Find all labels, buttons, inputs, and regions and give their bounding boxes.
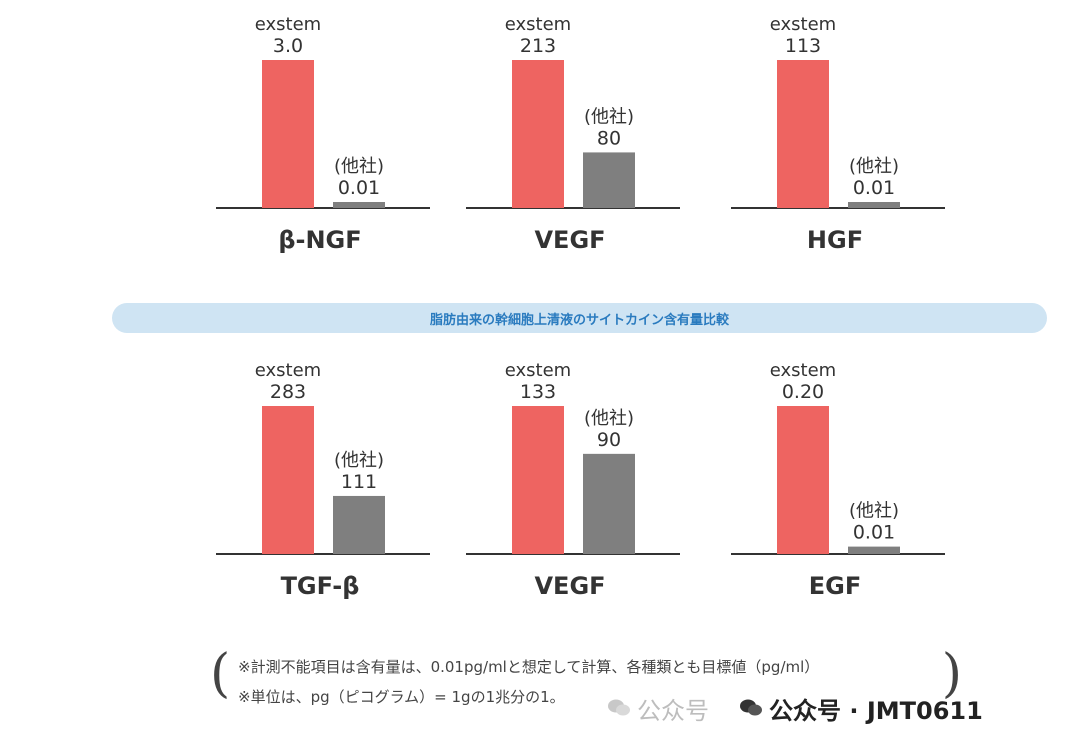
chart-panel-2: exstem 113 (他社) 0.01 HGF bbox=[705, 0, 965, 280]
chart-title-5: EGF bbox=[808, 572, 862, 600]
category-label-4-0: exstem bbox=[505, 360, 571, 381]
category-label-1-0: exstem bbox=[505, 14, 571, 35]
chart-title-1: VEGF bbox=[534, 226, 606, 254]
value-label-4-1: 90 bbox=[597, 429, 621, 451]
category-label-3-0: exstem bbox=[255, 360, 321, 381]
chart-panel-1: exstem 213 (他社) 80 VEGF bbox=[440, 0, 700, 280]
wechat-icon-dark bbox=[740, 699, 762, 716]
value-label-4-0: 133 bbox=[520, 381, 556, 403]
value-label-5-1: 0.01 bbox=[853, 522, 895, 544]
bar-4-1 bbox=[583, 453, 635, 554]
value-label-2-1: 0.01 bbox=[853, 177, 895, 199]
bar-0-1 bbox=[333, 202, 385, 208]
category-label-0-1: (他社) bbox=[334, 156, 384, 177]
left-paren: ( bbox=[210, 644, 231, 704]
bar-2-1 bbox=[848, 202, 900, 208]
value-label-3-1: 111 bbox=[341, 471, 377, 493]
watermark-right-text: 公众号 · JMT0611 bbox=[769, 696, 983, 725]
right-paren: ) bbox=[941, 644, 962, 704]
bar-1-0 bbox=[512, 60, 564, 208]
bar-3-0 bbox=[262, 406, 314, 554]
chart-title-0: β-NGF bbox=[278, 226, 362, 254]
footnote-line-1: ※計測不能項目は含有量は、0.01pg/mlと想定して計算、各種類とも目標値（p… bbox=[238, 658, 820, 676]
chart-title-2: HGF bbox=[806, 226, 864, 254]
value-label-3-0: 283 bbox=[270, 381, 306, 403]
bar-2-0 bbox=[777, 60, 829, 208]
footnotes: ( ※計測不能項目は含有量は、0.01pg/mlと想定して計算、各種類とも目標値… bbox=[210, 644, 962, 712]
category-label-3-1: (他社) bbox=[334, 450, 384, 471]
bar-5-1 bbox=[848, 546, 900, 554]
value-label-1-0: 213 bbox=[520, 35, 556, 57]
value-label-1-1: 80 bbox=[597, 127, 621, 149]
bar-4-0 bbox=[512, 406, 564, 554]
category-label-0-0: exstem bbox=[255, 14, 321, 35]
category-label-5-0: exstem bbox=[770, 360, 836, 381]
category-label-2-0: exstem bbox=[770, 14, 836, 35]
bar-5-0 bbox=[777, 406, 829, 554]
category-label-2-1: (他社) bbox=[849, 156, 899, 177]
category-label-1-1: (他社) bbox=[584, 106, 634, 127]
chart-title-3: TGF-β bbox=[280, 572, 360, 600]
bar-0-0 bbox=[262, 60, 314, 208]
chart-panel-3: exstem 283 (他社) 111 TGF-β bbox=[190, 346, 450, 626]
value-label-0-0: 3.0 bbox=[273, 35, 303, 57]
chart-title-4: VEGF bbox=[534, 572, 606, 600]
chart-panel-5: exstem 0.20 (他社) 0.01 EGF bbox=[705, 346, 965, 626]
chart-panel-4: exstem 133 (他社) 90 VEGF bbox=[440, 346, 700, 626]
footnote-line-2: ※単位は、pg（ピコグラム）= 1gの1兆分の1。 bbox=[238, 688, 565, 706]
watermark: 公众号 公众号 · JMT0611 bbox=[607, 690, 983, 726]
value-label-0-1: 0.01 bbox=[338, 177, 380, 199]
category-label-4-1: (他社) bbox=[584, 408, 634, 429]
comparison-banner: 脂肪由来の幹細胞上清液のサイトカイン含有量比較 bbox=[112, 303, 1047, 333]
bar-3-1 bbox=[333, 495, 385, 554]
wechat-icon bbox=[608, 699, 630, 716]
category-label-5-1: (他社) bbox=[849, 501, 899, 522]
value-label-5-0: 0.20 bbox=[782, 381, 824, 403]
watermark-left-text: 公众号 bbox=[637, 696, 709, 725]
value-label-2-0: 113 bbox=[785, 35, 821, 57]
chart-panel-0: exstem 3.0 (他社) 0.01 β-NGF bbox=[190, 0, 450, 280]
bar-1-1 bbox=[583, 152, 635, 208]
